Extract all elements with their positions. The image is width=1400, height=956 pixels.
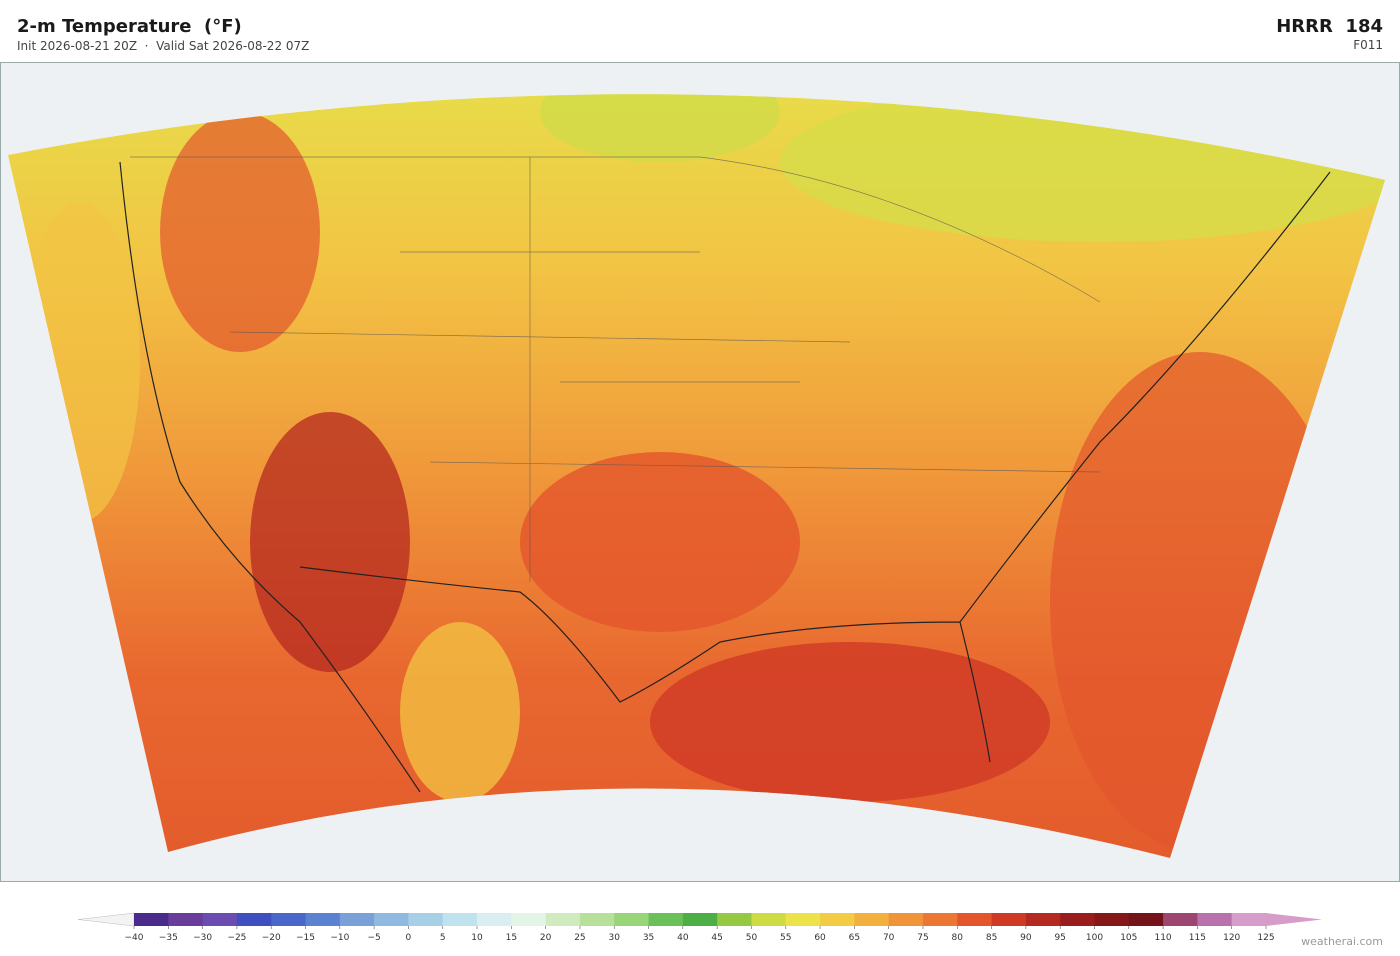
colorbar-segment — [854, 913, 890, 926]
colorbar-tick-label: 35 — [643, 933, 654, 943]
colorbar-tick-label: 75 — [917, 933, 928, 943]
colorbar-tick-label: 65 — [849, 933, 860, 943]
colorbar-tick-label: 95 — [1054, 933, 1065, 943]
state-borders — [130, 156, 1101, 582]
colorbar-segment — [1128, 913, 1164, 926]
colorbar-tick-label: 80 — [952, 933, 964, 943]
colorbar-tick-label: 30 — [609, 933, 621, 943]
colorbar-tick-label: 125 — [1257, 933, 1274, 943]
colorbar-segment — [477, 913, 512, 926]
colorbar-segment — [957, 913, 992, 926]
colorbar-tick-label: 45 — [711, 933, 722, 943]
colorbar-segment — [682, 913, 718, 926]
colorbar-tick-label: 40 — [677, 933, 689, 943]
colorbar-tick-label: 15 — [506, 933, 517, 943]
colorbar-segment — [545, 913, 581, 926]
colorbar-tick-label: 5 — [440, 933, 446, 943]
colorbar-segment — [511, 913, 547, 926]
colorbar-segment — [1163, 913, 1198, 926]
colorbar: −40 −35 −30 −25 −20 −15 −10 −5 0 5 10 15 20 25 30 35 40 4… — [77, 912, 1322, 943]
colorbar-tick-label: −30 — [193, 933, 212, 943]
colorbar-segment — [339, 913, 375, 926]
colorbar-segment — [1197, 913, 1233, 926]
map — [0, 62, 1400, 882]
colorbar-tick-label: 20 — [540, 933, 552, 943]
temperature-field — [8, 94, 1385, 858]
colorbar-segment — [236, 913, 272, 926]
colorbar-segment — [374, 913, 409, 926]
colorbar-tick-label: −35 — [159, 933, 178, 943]
subtitle: Init 2026-08-21 20Z · Valid Sat 2026-08-… — [17, 39, 310, 53]
colorbar-under — [77, 912, 135, 927]
colorbar-tick-label: 85 — [986, 933, 997, 943]
colorbar-segment — [271, 913, 306, 926]
colorbar-segment — [1025, 913, 1061, 926]
model-label: HRRR 184 — [1276, 16, 1383, 37]
colorbar-segment — [820, 913, 855, 926]
colorbar-tick-label: −15 — [296, 933, 315, 943]
colorbar-segment — [785, 913, 821, 926]
colorbar-segment — [1231, 913, 1267, 926]
colorbar-segment — [614, 913, 649, 926]
colorbar-segment — [134, 913, 169, 926]
colorbar-segment — [408, 913, 444, 926]
colorbar-tick-label: 70 — [883, 933, 895, 943]
colorbar-tick-label: 25 — [574, 933, 585, 943]
colorbar-segment — [717, 913, 752, 926]
coastline — [119, 161, 1331, 793]
colorbar-tick-label: 90 — [1020, 933, 1032, 943]
watermark: weatherai.com — [1301, 935, 1383, 948]
colorbar-segment — [579, 913, 615, 926]
colorbar-tick-label: −25 — [227, 933, 246, 943]
colorbar-segment — [442, 913, 478, 926]
colorbar-tick-label: 10 — [471, 933, 483, 943]
colorbar-tick-label: −40 — [125, 933, 144, 943]
colorbar-tick-label: 115 — [1189, 933, 1206, 943]
colorbar-tick-label: 100 — [1086, 933, 1103, 943]
colorbar-tick-label: 55 — [780, 933, 791, 943]
colorbar-segment — [202, 913, 238, 926]
colorbar-tick-label: 50 — [746, 933, 758, 943]
colorbar-segment — [305, 913, 341, 926]
colorbar-tick-label: −20 — [262, 933, 281, 943]
colorbar-segment — [1094, 913, 1130, 926]
colorbar-segment — [888, 913, 924, 926]
colorbar-segment — [751, 913, 787, 926]
colorbar-segment — [168, 913, 204, 926]
colorbar-tick-label: 120 — [1223, 933, 1240, 943]
colorbar-segment — [991, 913, 1027, 926]
colorbar-segment — [648, 913, 684, 926]
colorbar-tick-label: −5 — [367, 933, 380, 943]
colorbar-tick-label: 0 — [406, 933, 412, 943]
colorbar-tick-label: 60 — [814, 933, 826, 943]
colorbar-segment — [922, 913, 958, 926]
colorbar-tick-label: 110 — [1154, 933, 1171, 943]
forecast-hour: F011 — [1353, 38, 1383, 52]
colorbar-tick-label: −10 — [330, 933, 349, 943]
colorbar-tick-label: 105 — [1120, 933, 1137, 943]
title: 2-m Temperature (°F) — [17, 16, 242, 37]
colorbar-over — [1266, 913, 1322, 926]
colorbar-segment — [1060, 913, 1095, 926]
